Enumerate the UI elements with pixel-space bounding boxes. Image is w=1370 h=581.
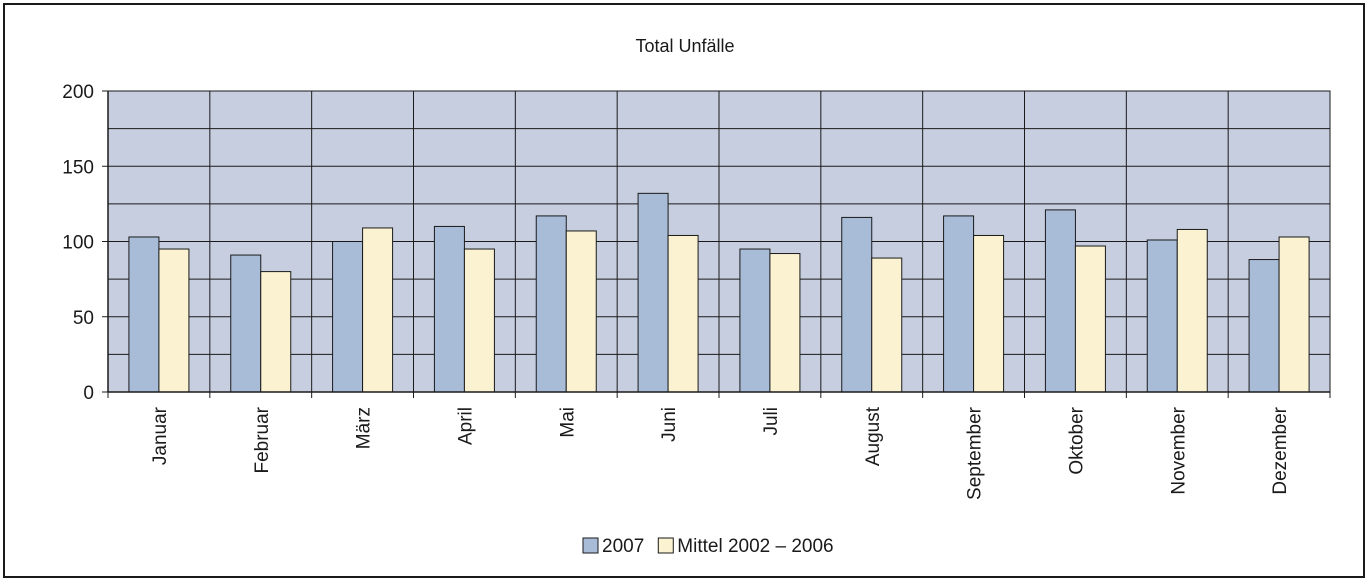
- bar-series-1: [332, 241, 364, 393]
- bar-series-1: [841, 216, 873, 393]
- bar-series-2: [565, 230, 597, 393]
- x-category-label: November: [1168, 406, 1189, 494]
- legend-label-series-2: Mittel 2002 – 2006: [677, 536, 833, 557]
- bar-series-1: [1044, 209, 1076, 393]
- bar-series-2: [1278, 236, 1310, 393]
- bar-series-2: [973, 234, 1005, 393]
- x-category-label: Februar: [252, 406, 273, 473]
- x-category-label: März: [354, 407, 375, 449]
- y-tick-label: 50: [73, 308, 94, 329]
- bar-series-2: [1176, 228, 1208, 393]
- x-category-label: Dezember: [1270, 406, 1291, 494]
- legend-label-series-1: 2007: [602, 536, 644, 557]
- bar-series-1: [535, 215, 567, 393]
- bar-series-2: [260, 271, 292, 393]
- x-category-label: Mai: [557, 407, 578, 438]
- bar-series-2: [769, 253, 801, 393]
- y-tick-label: 0: [83, 383, 94, 404]
- x-category-label: April: [455, 407, 476, 445]
- bar-series-2: [362, 227, 394, 393]
- bar-series-1: [1248, 259, 1280, 393]
- legend: 2007 Mittel 2002 – 2006: [582, 536, 834, 557]
- bar-series-2: [463, 248, 495, 393]
- y-tick-label: 150: [62, 157, 94, 178]
- bar-series-2: [1074, 245, 1106, 393]
- bar-series-1: [637, 192, 669, 393]
- chart-title: Total Unfälle: [635, 36, 734, 56]
- x-category-label: September: [965, 406, 986, 500]
- bar-series-2: [667, 234, 699, 393]
- bar-series-1: [433, 225, 465, 393]
- plot-area: 0 50 100 150 200 Januar Februar März April Mai Jun…: [62, 82, 1331, 500]
- x-category-label: Juni: [659, 407, 680, 442]
- y-tick-label: 200: [62, 82, 94, 103]
- bar-series-2: [871, 257, 903, 393]
- bar-series-2: [158, 248, 190, 393]
- x-category-label: Oktober: [1066, 406, 1087, 474]
- bar-series-1: [230, 254, 262, 393]
- bar-series-1: [1146, 239, 1178, 393]
- legend-swatch-series-2: [657, 537, 674, 554]
- legend-swatch-series-1: [582, 537, 599, 554]
- y-tick-label: 100: [62, 233, 94, 254]
- bar-series-1: [943, 215, 975, 393]
- bar-series-1: [128, 236, 160, 393]
- x-category-label: Januar: [150, 406, 171, 465]
- x-category-label: August: [863, 406, 884, 466]
- bar-series-1: [739, 248, 771, 393]
- x-category-label: Juli: [761, 407, 782, 436]
